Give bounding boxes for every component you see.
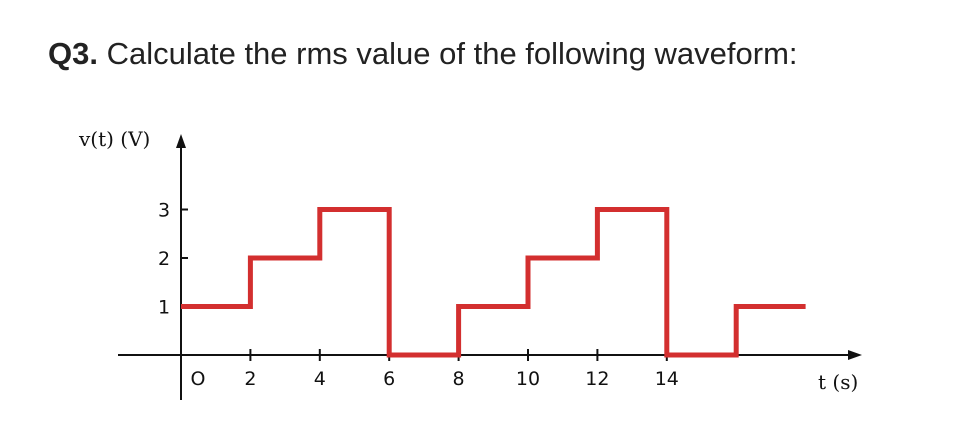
x-tick-label: 12	[585, 368, 609, 390]
y-axis-arrow-icon	[176, 134, 186, 148]
question-text: Q3. Calculate the rms value of the follo…	[48, 36, 798, 72]
x-tick-label: 2	[244, 368, 256, 390]
y-tick-label: 2	[158, 248, 170, 270]
x-tick-label: 8	[453, 368, 465, 390]
x-axis-label: t (s)	[818, 370, 858, 394]
y-tick-label: 3	[158, 200, 170, 222]
x-tick-label: 10	[516, 368, 540, 390]
question-body: Calculate the rms value of the following…	[106, 36, 798, 71]
x-tick-label: 6	[383, 368, 395, 390]
y-ticks: 1 2 3	[158, 200, 188, 319]
x-tick-label: O	[191, 368, 206, 390]
y-tick-label: 1	[158, 297, 170, 319]
x-tick-label: 14	[655, 368, 679, 390]
waveform-line	[181, 207, 806, 358]
question-number: Q3.	[48, 36, 98, 71]
x-tick-label: 4	[314, 368, 326, 390]
y-axis-label: v(t) (V)	[78, 127, 150, 151]
series-group	[181, 207, 806, 358]
x-ticks: O 2 4 6 8 10 12 14	[191, 349, 679, 390]
x-axis-arrow-icon	[848, 350, 862, 360]
